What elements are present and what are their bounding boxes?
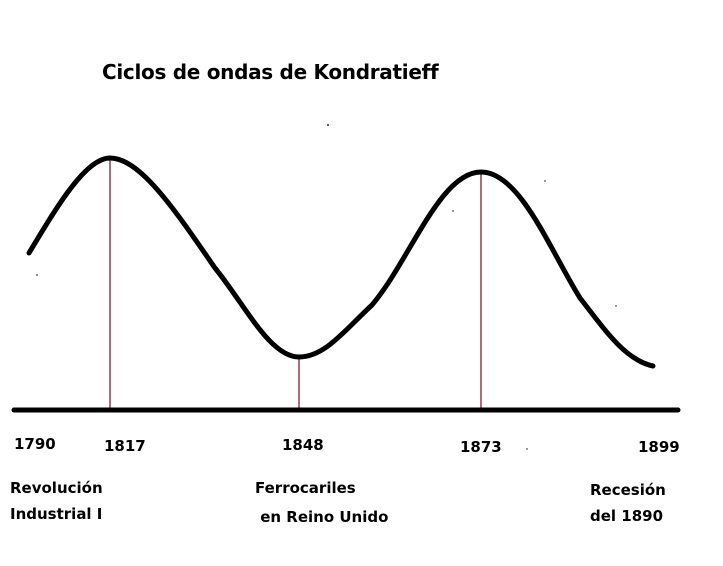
speck [327,124,329,126]
speck [615,305,617,307]
event-line: Revolución [10,479,103,497]
speck [544,180,546,182]
year-label-1790: 1790 [14,435,56,453]
year-label-1848: 1848 [282,436,324,454]
year-label-1873: 1873 [460,438,502,456]
speck [452,210,454,212]
event-line: Industrial I [10,505,103,523]
wave-curve [26,155,656,369]
event-line: Ferrocariles [255,479,356,497]
event-line: Recesión [590,481,666,499]
year-label-1899: 1899 [638,438,680,456]
speck [526,448,528,450]
speck [36,274,38,276]
event-line: en Reino Unido [255,508,389,526]
event-ferrocarriles: Ferrocariles en Reino Unido [255,476,388,529]
event-recesion-1890: Recesión del 1890 [590,478,666,528]
event-revolucion-industrial: Revolución Industrial I [10,476,103,526]
diagram-title: Ciclos de ondas de Kondratieff [102,60,439,84]
event-line: del 1890 [590,507,664,525]
year-label-1817: 1817 [104,437,146,455]
